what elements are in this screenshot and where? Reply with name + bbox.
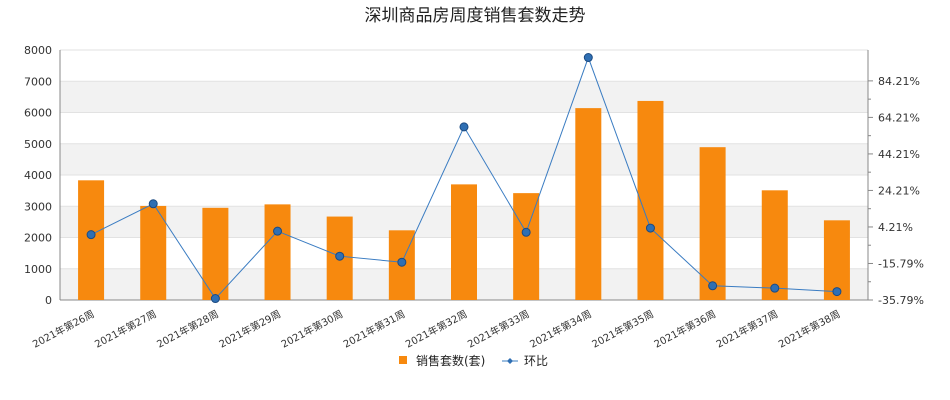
x-tick-label: 2021年第33周	[465, 307, 531, 350]
x-tick-label: 2021年第29周	[217, 307, 283, 350]
bar	[78, 180, 105, 300]
x-tick-label: 2021年第27周	[92, 307, 158, 350]
bar	[140, 205, 167, 300]
bar	[202, 207, 229, 300]
bar	[513, 193, 540, 300]
x-tick-label: 2021年第38周	[776, 307, 842, 350]
plot-band	[60, 81, 868, 113]
y-left-tick-label: 7000	[24, 75, 52, 88]
y-left-tick-label: 3000	[24, 200, 52, 213]
line-point	[583, 53, 593, 63]
x-tick-label: 2021年第26周	[30, 307, 96, 350]
x-tick-label: 2021年第36周	[652, 307, 718, 350]
legend-line-label: 环比	[524, 354, 548, 368]
y-right-tick-label: 24.21%	[878, 184, 920, 197]
legend-line-marker	[507, 358, 513, 364]
bar	[451, 184, 477, 300]
plot-band	[60, 143, 868, 175]
y-right-ticks: -35.79% -15.79% 4.21% 24.21% 44.21% 64.21% 84.…	[878, 75, 924, 307]
bar	[699, 147, 726, 300]
y-right-tick-label: 84.21%	[878, 75, 920, 88]
y-left-ticks: 0 1000 2000 3000 4000 5000 6000 7000 8000	[24, 44, 52, 307]
line-point	[708, 281, 718, 291]
bar	[637, 100, 664, 300]
chart-title: 深圳商品房周度销售套数走势	[365, 6, 586, 26]
x-tick-label: 2021年第34周	[527, 307, 593, 350]
y-left-tick-label: 0	[45, 294, 52, 307]
bar	[575, 108, 602, 300]
line-point	[770, 283, 780, 293]
line-point	[459, 122, 469, 132]
x-tick-label: 2021年第37周	[714, 307, 780, 350]
bar	[761, 190, 788, 300]
legend: 销售套数(套) 环比	[399, 353, 548, 368]
line-point	[273, 226, 283, 236]
legend-bar-swatch	[399, 356, 407, 364]
y-right-tick-label: 64.21%	[878, 111, 920, 124]
line-series	[86, 53, 842, 304]
y-left-tick-label: 6000	[24, 107, 52, 120]
legend-bar-label: 销售套数(套)	[416, 353, 485, 368]
line-point	[335, 251, 345, 261]
y-left-tick-label: 5000	[24, 138, 52, 151]
line-point	[521, 227, 531, 237]
y-right-tick-label: 4.21%	[878, 221, 913, 234]
x-tick-label: 2021年第30周	[279, 307, 345, 350]
x-tick-label: 2021年第35周	[590, 307, 656, 350]
line-point	[86, 230, 96, 240]
y-right-tick-label: -35.79%	[878, 294, 924, 307]
x-tick-label: 2021年第28周	[154, 307, 220, 350]
line-point	[148, 199, 158, 209]
x-ticks: 2021年第26周2021年第27周2021年第28周2021年第29周2021…	[30, 307, 842, 350]
y-left-tick-label: 4000	[24, 169, 52, 182]
y-right-tick-label: -15.79%	[878, 257, 924, 270]
y-left-tick-label: 8000	[24, 44, 52, 57]
line-point	[645, 223, 655, 233]
x-tick-label: 2021年第31周	[341, 307, 407, 350]
line-point	[210, 294, 220, 304]
bar	[264, 204, 291, 300]
line-point	[397, 257, 407, 267]
y-left-tick-label: 2000	[24, 232, 52, 245]
x-tick-label: 2021年第32周	[403, 307, 469, 350]
y-left-tick-label: 1000	[24, 263, 52, 276]
line-point	[832, 287, 842, 297]
y-right-tick-label: 44.21%	[878, 148, 920, 161]
bar	[823, 220, 850, 300]
